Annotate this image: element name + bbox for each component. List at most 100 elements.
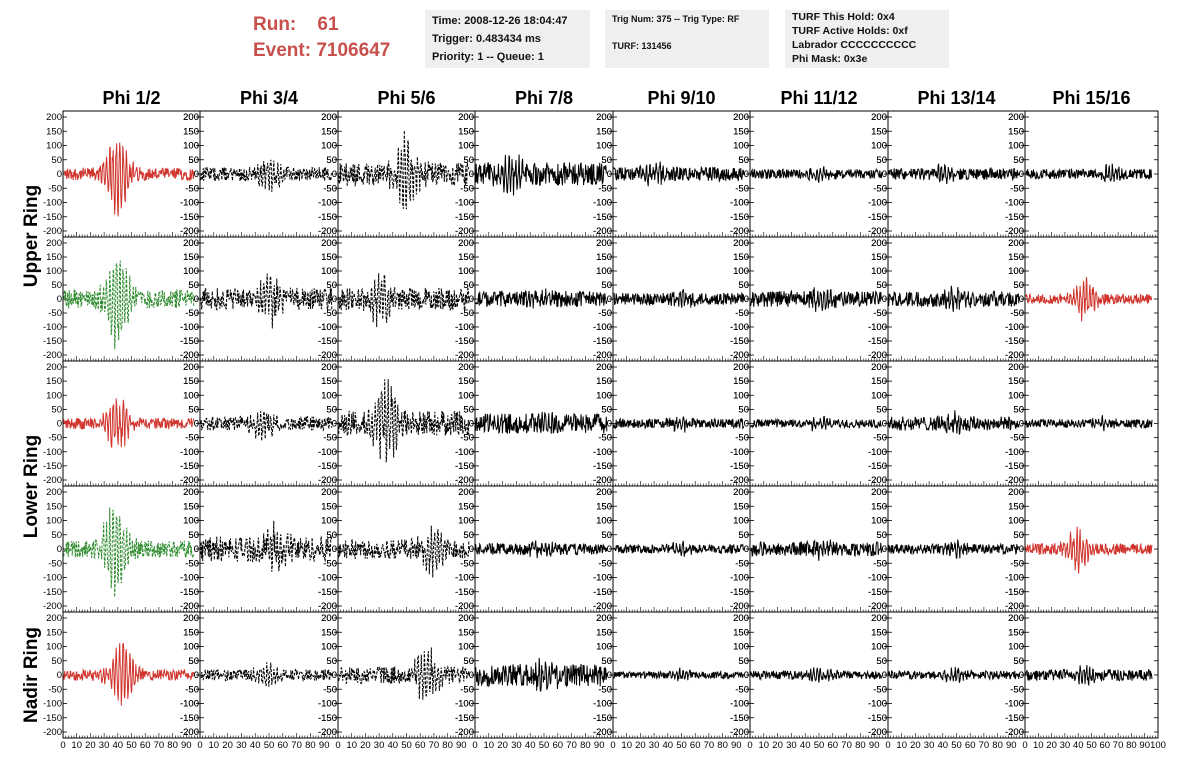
time-info-box: Time: 2008-12-26 18:04:47 Trigger: 0.483… [425,10,590,68]
y-tick-label: -50 [460,433,474,444]
y-tick-label: 200 [458,112,474,123]
panel: -200 -200 -150 -150 -100 -100 -50 -50 0 0 50 50 100 1… [180,110,339,238]
panel: -200 -200 -150 -150 -100 -100 -50 -50 0 0 50 50 100 1… [730,360,889,487]
y-tick-label: -50 [873,308,887,319]
y-tick-label: -100 [730,198,749,209]
y-tick-label: 100 [321,141,337,152]
y-tick-label-right: 50 [1013,656,1024,667]
y-tick-label-right: 50 [463,656,474,667]
y-tick-label-right: -150 [455,713,474,724]
y-tick-label: -150 [318,713,337,724]
column-header: Phi 9/10 [647,88,715,108]
y-tick-label: 150 [596,501,612,512]
y-tick-label: 0 [882,670,887,681]
y-tick-label-right: -200 [180,226,199,237]
y-tick-label: 150 [596,376,612,387]
y-tick-label: 200 [46,238,62,249]
y-tick-label-right: 150 [183,501,199,512]
y-tick-label: 100 [458,266,474,277]
y-tick-label-right: -50 [185,684,199,695]
x-tick-label: 60 [965,740,976,751]
y-tick-label: 100 [1008,642,1024,653]
y-tick-label-right: -50 [873,308,887,319]
y-tick-label: 150 [871,376,887,387]
waveform-trace [338,647,470,700]
y-tick-label-right: -200 [593,475,612,486]
y-tick-label: -150 [1005,461,1024,472]
y-tick-label: -50 [735,684,749,695]
priority-text: Priority: 1 -- Queue: 1 [432,51,544,63]
y-tick-label-right: 0 [744,544,749,555]
y-tick-label: -200 [868,601,887,612]
y-tick-label: 200 [458,238,474,249]
y-tick-label-right: -150 [318,212,337,223]
waveform-trace [63,398,195,448]
y-tick-label-right: -100 [868,447,887,458]
y-tick-label: -200 [318,350,337,361]
y-tick-label: 50 [463,656,474,667]
x-tick-label: 10 [759,740,770,751]
waveform-trace [888,163,1020,185]
y-tick-label: -100 [318,198,337,209]
waveform-trace [750,539,883,561]
y-tick-label-right: 0 [882,544,887,555]
y-tick-label: 150 [183,252,199,263]
y-tick-label-right: 0 [882,294,887,305]
y-tick-label: -150 [1005,336,1024,347]
y-tick-label-right: -50 [1010,183,1024,194]
y-tick-label-right: -150 [455,587,474,598]
turf-hold-text: TURF This Hold: 0x4 [792,11,895,23]
y-tick-label: -50 [323,558,337,569]
y-tick-label: 50 [876,530,887,541]
y-tick-label-right: -200 [868,226,887,237]
x-tick-label: 90 [731,740,742,751]
y-tick-label: 100 [1008,390,1024,401]
y-tick-label-right: 50 [188,656,199,667]
x-tick-label: 70 [566,740,577,751]
y-tick-label: -200 [730,226,749,237]
y-tick-label-right: 100 [871,642,887,653]
y-tick-label: 0 [469,670,474,681]
waveform-trace [475,657,608,692]
y-tick-label: 100 [458,390,474,401]
y-tick-label-right: -100 [1005,447,1024,458]
y-tick-label-right: -100 [318,699,337,710]
event-label: Event: [253,40,312,61]
y-tick-label: 0 [469,294,474,305]
x-tick-label: 30 [649,740,660,751]
y-tick-label: -50 [48,684,62,695]
y-tick-label-right: -100 [180,322,199,333]
waveform-trace [475,540,608,559]
y-tick-label: 200 [183,238,199,249]
x-tick-label: 20 [85,740,96,751]
y-tick-label-right: 50 [188,280,199,291]
column-header: Phi 1/2 [102,88,160,108]
panel: -200 -200 -150 -150 -100 -100 -50 -50 0 0 50 50 100 1… [593,360,751,487]
y-tick-label: -100 [868,322,887,333]
y-tick-label-right: 50 [601,530,612,541]
y-tick-label: -100 [730,447,749,458]
y-tick-label: -50 [48,183,62,194]
x-tick-label: 80 [717,740,728,751]
y-tick-label: 150 [733,627,749,638]
y-tick-label-right: 50 [601,155,612,166]
y-tick-label-right: -200 [593,727,612,738]
y-tick-label: -100 [730,699,749,710]
y-tick-label: -50 [598,684,612,695]
y-tick-label: -150 [180,461,199,472]
y-tick-label-right: -200 [868,727,887,738]
y-tick-label-right: 0 [882,169,887,180]
y-tick-label-right: -50 [460,558,474,569]
x-tick-label: 80 [992,740,1003,751]
y-tick-label: -150 [1005,587,1024,598]
y-tick-label: 200 [871,613,887,624]
y-tick-label: 150 [1008,252,1024,263]
x-tick-label: 50 [814,740,825,751]
y-tick-label-right: 50 [326,404,337,415]
x-tick-label: 20 [497,740,508,751]
y-tick-label: 150 [321,252,337,263]
y-tick-label: 200 [871,238,887,249]
x-tick-label: 0 [1022,740,1027,751]
y-tick-label: -50 [460,183,474,194]
y-tick-label: -50 [460,684,474,695]
